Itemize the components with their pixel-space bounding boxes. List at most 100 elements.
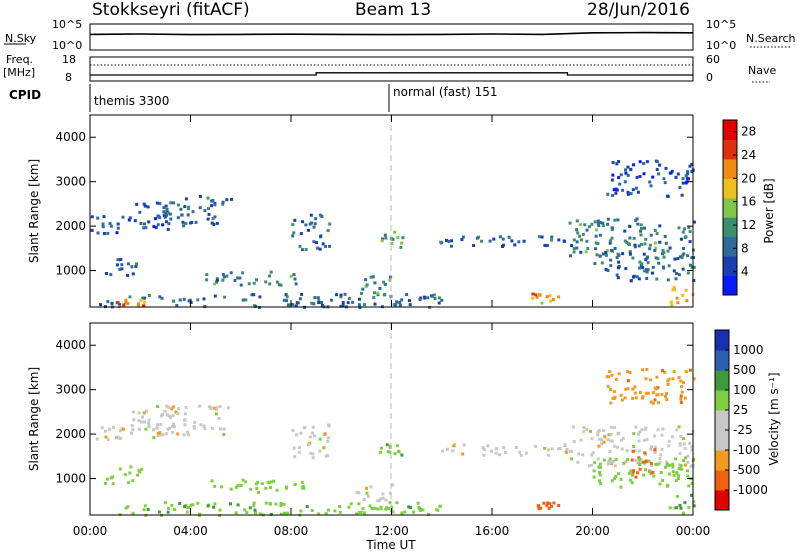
scatter-point	[595, 253, 599, 257]
scatter-point	[644, 453, 648, 456]
scatter-point	[674, 175, 678, 179]
scatter-point	[642, 460, 646, 464]
scatter-point	[371, 275, 375, 279]
scatter-point	[143, 504, 147, 508]
scatter-point	[623, 229, 627, 233]
scatter-point	[166, 427, 170, 431]
scatter-point	[137, 302, 140, 306]
scatter-point	[615, 256, 619, 260]
scatter-point	[666, 194, 669, 198]
scatter-point	[291, 234, 295, 238]
scatter-point	[661, 248, 665, 252]
scatter-point	[683, 227, 686, 231]
scatter-point	[519, 453, 523, 457]
scatter-point	[409, 506, 413, 509]
scatter-point	[545, 244, 549, 248]
scatter-point	[522, 239, 526, 243]
colorbar-segment	[723, 158, 737, 179]
scatter-point	[225, 198, 229, 202]
scatter-point	[135, 262, 138, 266]
scatter-point	[656, 386, 660, 390]
y-tick-label: 1000	[55, 264, 86, 278]
scatter-point	[661, 427, 665, 431]
scatter-point	[535, 295, 539, 299]
scatter-point	[611, 194, 615, 197]
scatter-point	[157, 510, 161, 514]
power-scatter	[90, 159, 696, 309]
colorbar-segment	[723, 178, 737, 199]
scatter-point	[682, 442, 686, 446]
scatter-point	[221, 202, 225, 206]
scatter-point	[579, 250, 583, 254]
scatter-point	[619, 485, 623, 489]
scatter-point	[317, 512, 321, 516]
scatter-point	[170, 424, 174, 428]
scatter-point	[637, 456, 641, 460]
scatter-point	[593, 262, 597, 266]
scatter-point	[166, 211, 170, 215]
scatter-point	[481, 446, 485, 450]
scatter-point	[450, 239, 453, 243]
colorbar-segment	[723, 139, 737, 160]
scatter-point	[354, 512, 358, 516]
freq-line	[90, 72, 693, 76]
scatter-point	[672, 269, 676, 273]
scatter-point	[339, 295, 343, 299]
scatter-point	[213, 502, 217, 506]
scatter-point	[643, 451, 647, 455]
velocity-scatter	[95, 368, 696, 517]
scatter-point	[599, 221, 602, 224]
scatter-point	[222, 275, 226, 279]
scatter-point	[615, 445, 619, 449]
scatter-point	[247, 282, 251, 286]
scatter-point	[648, 243, 652, 247]
scatter-point	[596, 219, 600, 223]
scatter-point	[628, 371, 632, 374]
scatter-point	[362, 511, 366, 515]
noise-right-tick-top: 10^5	[706, 18, 736, 31]
scatter-point	[688, 263, 692, 267]
scatter-point	[461, 452, 465, 456]
scatter-point	[305, 505, 309, 508]
scatter-point	[690, 493, 693, 497]
scatter-point	[311, 425, 315, 429]
scatter-point	[212, 505, 216, 509]
scatter-point	[373, 302, 377, 306]
scatter-point	[482, 453, 486, 457]
scatter-point	[143, 204, 147, 208]
scatter-point	[645, 438, 649, 442]
scatter-point	[248, 506, 252, 510]
time-tick-label: 00:00	[676, 524, 711, 538]
scatter-point	[400, 298, 404, 302]
scatter-point	[139, 298, 143, 302]
scatter-point	[643, 242, 647, 246]
scatter-point	[502, 446, 506, 449]
scatter-point	[592, 475, 596, 479]
scatter-point	[213, 203, 217, 207]
scatter-point	[359, 291, 363, 295]
velocity-panel: 1000 2000 3000 4000 Slant Range [km] 1000 50…	[27, 322, 781, 517]
scatter-point	[590, 222, 594, 226]
scatter-point	[606, 438, 610, 442]
scatter-point	[678, 442, 682, 446]
scatter-point	[590, 437, 594, 441]
scatter-point	[638, 430, 642, 434]
scatter-point	[221, 278, 225, 282]
scatter-point	[210, 426, 214, 430]
scatter-point	[602, 429, 606, 432]
scatter-point	[165, 213, 169, 217]
scatter-point	[312, 240, 316, 244]
scatter-point	[622, 461, 626, 465]
colorbar-segment	[723, 236, 737, 257]
scatter-point	[210, 204, 213, 208]
scatter-point	[617, 253, 621, 257]
scatter-point	[217, 417, 221, 420]
scatter-point	[539, 506, 543, 510]
scatter-point	[341, 301, 345, 305]
scatter-point	[293, 277, 297, 281]
scatter-point	[293, 455, 297, 459]
scatter-point	[647, 459, 651, 463]
scatter-point	[324, 244, 327, 248]
scatter-point	[619, 438, 623, 442]
scatter-point	[600, 442, 603, 446]
